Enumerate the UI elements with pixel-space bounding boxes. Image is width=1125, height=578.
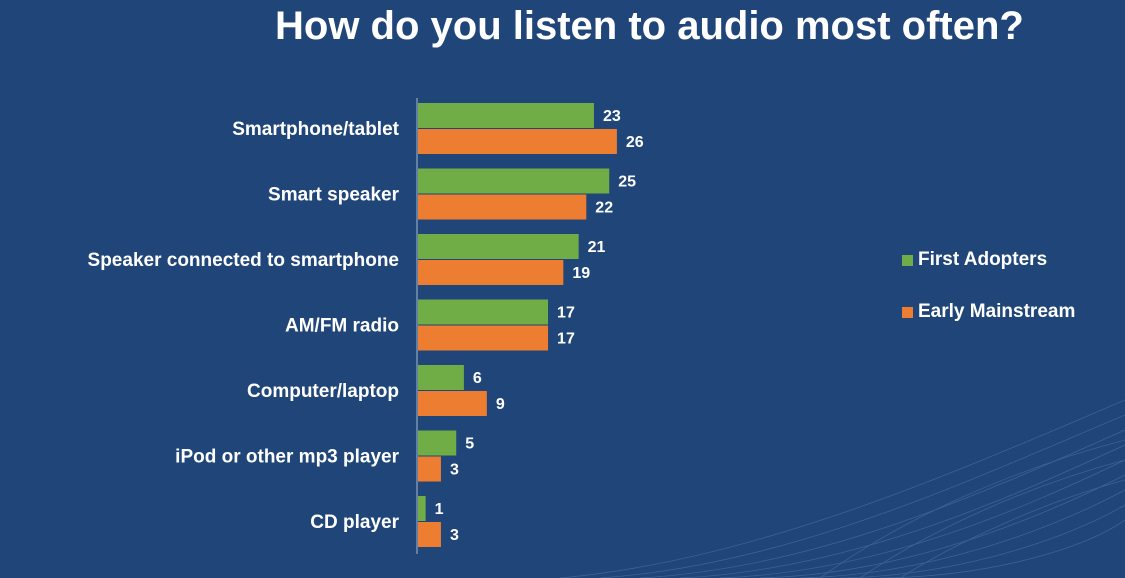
bar-first-adopters-smartphone-tablet: [418, 103, 594, 128]
data-label-early-mainstream-am-fm-radio: 17: [557, 331, 575, 348]
data-label-early-mainstream-cd-player: 3: [450, 527, 459, 544]
bar-first-adopters-ipod-or-other-mp3-player: [418, 430, 457, 456]
category-label-ipod-or-other-mp3-player: iPod or other mp3 player: [175, 447, 399, 468]
bar-early-mainstream-smartphone-tablet: [418, 129, 617, 154]
legend-swatch-early-mainstream: [902, 306, 913, 318]
data-label-early-mainstream-smart-speaker: 22: [595, 200, 613, 217]
bar-first-adopters-smart-speaker: [418, 168, 610, 194]
data-label-first-adopters-smart-speaker: 25: [618, 174, 636, 191]
bar-early-mainstream-cd-player: [418, 522, 441, 547]
data-label-early-mainstream-computer-laptop: 9: [496, 396, 505, 413]
bar-early-mainstream-ipod-or-other-mp3-player: [418, 456, 441, 482]
category-label-am-fm-radio: AM/FM radio: [285, 316, 399, 337]
data-label-first-adopters-ipod-or-other-mp3-player: 5: [465, 436, 474, 453]
category-label-smartphone-tablet: Smartphone/tablet: [232, 119, 399, 140]
data-label-early-mainstream-smartphone-tablet: 26: [626, 134, 644, 151]
chart-title: How do you listen to audio most often?: [275, 4, 1024, 48]
bar-early-mainstream-smart-speaker: [418, 194, 587, 220]
legend-label-first-adopters: First Adopters: [918, 249, 1048, 270]
bar-first-adopters-computer-laptop: [418, 365, 464, 390]
category-label-cd-player: CD player: [310, 512, 399, 533]
data-label-first-adopters-smartphone-tablet: 23: [603, 108, 621, 125]
category-label-smart-speaker: Smart speaker: [268, 185, 400, 206]
bar-first-adopters-am-fm-radio: [418, 299, 549, 325]
legend: First Adopters Early Mainstream: [902, 248, 1075, 352]
category-label-computer-laptop: Computer/laptop: [247, 381, 399, 402]
data-label-early-mainstream-ipod-or-other-mp3-player: 3: [450, 462, 459, 479]
data-label-early-mainstream-speaker-connected-to-smartphone: 19: [572, 265, 590, 282]
category-label-speaker-connected-to-smartphone: Speaker connected to smartphone: [88, 250, 399, 271]
bar-early-mainstream-computer-laptop: [418, 391, 487, 416]
data-label-first-adopters-cd-player: 1: [435, 501, 444, 518]
data-label-first-adopters-am-fm-radio: 17: [557, 305, 575, 322]
legend-label-early-mainstream: Early Mainstream: [918, 301, 1076, 322]
data-label-first-adopters-computer-laptop: 6: [473, 370, 482, 387]
bar-first-adopters-cd-player: [418, 496, 426, 521]
legend-swatch-first-adopters: [902, 254, 913, 266]
legend-item-early-mainstream: Early Mainstream: [902, 300, 1075, 324]
bar-early-mainstream-speaker-connected-to-smartphone: [418, 260, 564, 285]
bar-early-mainstream-am-fm-radio: [418, 325, 549, 351]
legend-item-first-adopters: First Adopters: [902, 248, 1075, 272]
data-label-first-adopters-speaker-connected-to-smartphone: 21: [588, 239, 606, 256]
bar-first-adopters-speaker-connected-to-smartphone: [418, 234, 579, 259]
